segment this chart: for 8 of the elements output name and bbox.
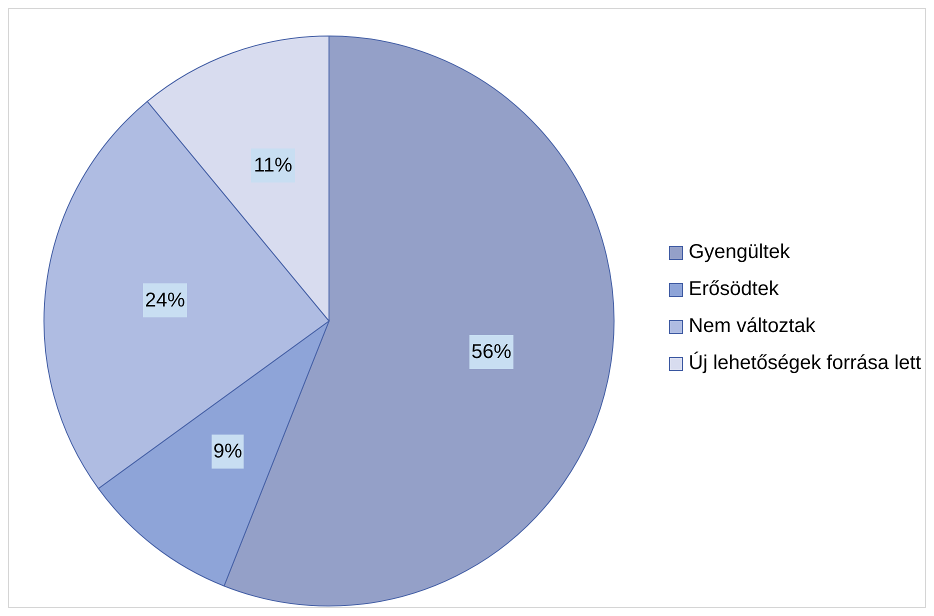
legend-label: Erősödtek xyxy=(688,278,779,301)
legend-label: Nem változtak xyxy=(688,315,816,338)
data-label: 56% xyxy=(471,340,512,363)
legend-label: Új lehetőségek forrása lett xyxy=(688,352,921,375)
data-label: 9% xyxy=(213,440,242,463)
data-label: 24% xyxy=(144,289,186,312)
data-label: 11% xyxy=(254,154,292,176)
legend-label: Gyengültek xyxy=(688,241,790,264)
